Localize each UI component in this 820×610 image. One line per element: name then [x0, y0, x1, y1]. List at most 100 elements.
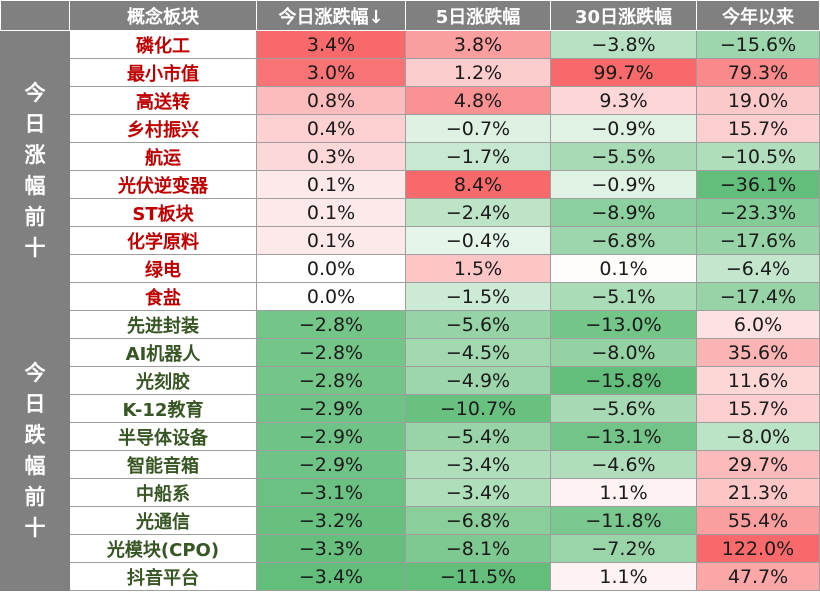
sector-name: 乡村振兴 [69, 114, 257, 143]
cell-30d-change: −3.8% [550, 30, 697, 59]
sector-name: 光模块(CPO) [69, 534, 257, 563]
header-30d-change: 30日涨跌幅 [550, 0, 697, 31]
table-row: 半导体设备 −2.9% −5.4% −13.1% −8.0% [1, 422, 820, 451]
cell-today-change: −3.3% [256, 534, 406, 563]
cell-today-change: 3.4% [256, 30, 406, 59]
cell-ytd-change: 11.6% [696, 366, 820, 395]
sector-performance-table: 概念板块 今日涨跌幅↓ 5日涨跌幅 30日涨跌幅 今年以来 今日涨幅前十磷化工 3… [0, 0, 820, 591]
cell-today-change: 0.1% [256, 226, 406, 255]
cell-5d-change: −0.7% [405, 114, 551, 143]
sector-name: 光刻胶 [69, 366, 257, 395]
sector-name: 化学原料 [69, 226, 257, 255]
table-row: ST板块 0.1% −2.4% −8.9% −23.3% [1, 198, 820, 227]
cell-today-change: −3.1% [256, 478, 406, 507]
cell-5d-change: −0.4% [405, 226, 551, 255]
table-row: 化学原料 0.1% −0.4% −6.8% −17.6% [1, 226, 820, 255]
cell-today-change: −2.8% [256, 310, 406, 339]
cell-5d-change: −5.6% [405, 310, 551, 339]
cell-today-change: 0.8% [256, 86, 406, 115]
sector-name: 绿电 [69, 254, 257, 283]
cell-ytd-change: 55.4% [696, 506, 820, 535]
header-row: 概念板块 今日涨跌幅↓ 5日涨跌幅 30日涨跌幅 今年以来 [0, 0, 820, 31]
sector-name: 高送转 [69, 86, 257, 115]
cell-ytd-change: −15.6% [696, 30, 820, 59]
cell-30d-change: −15.8% [550, 366, 697, 395]
cell-ytd-change: 15.7% [696, 394, 820, 423]
table-row: 高送转 0.8% 4.8% 9.3% 19.0% [1, 86, 820, 115]
cell-30d-change: 0.1% [550, 254, 697, 283]
cell-5d-change: 1.5% [405, 254, 551, 283]
cell-30d-change: −4.6% [550, 450, 697, 479]
table-row: 绿电 0.0% 1.5% 0.1% −6.4% [1, 254, 820, 283]
cell-5d-change: −6.8% [405, 506, 551, 535]
cell-5d-change: 4.8% [405, 86, 551, 115]
table-row: 今日跌幅前十先进封装 −2.8% −5.6% −13.0% 6.0% [0, 310, 820, 591]
cell-ytd-change: 122.0% [696, 534, 820, 563]
header-5d-change: 5日涨跌幅 [405, 0, 551, 31]
table-row: 光通信 −3.2% −6.8% −11.8% 55.4% [1, 506, 820, 535]
cell-ytd-change: 47.7% [696, 562, 820, 591]
cell-today-change: 3.0% [256, 58, 406, 87]
cell-ytd-change: 19.0% [696, 86, 820, 115]
cell-5d-change: −8.1% [405, 534, 551, 563]
cell-today-change: −2.8% [256, 366, 406, 395]
sector-name: 食盐 [69, 282, 257, 311]
cell-30d-change: −5.6% [550, 394, 697, 423]
header-ytd-change: 今年以来 [696, 0, 820, 31]
cell-30d-change: −8.0% [550, 338, 697, 367]
table-row: K-12教育 −2.9% −10.7% −5.6% 15.7% [1, 394, 820, 423]
cell-today-change: −3.2% [256, 506, 406, 535]
cell-today-change: 0.1% [256, 170, 406, 199]
header-sector: 概念板块 [69, 0, 257, 31]
cell-ytd-change: −17.6% [696, 226, 820, 255]
cell-ytd-change: −36.1% [696, 170, 820, 199]
sector-name: 最小市值 [69, 58, 257, 87]
cell-30d-change: −6.8% [550, 226, 697, 255]
table-row: 中船系 −3.1% −3.4% 1.1% 21.3% [1, 478, 820, 507]
table-row: 光刻胶 −2.8% −4.9% −15.8% 11.6% [1, 366, 820, 395]
cell-30d-change: −11.8% [550, 506, 697, 535]
table-row: 食盐 0.0% −1.5% −5.1% −17.4% [1, 282, 820, 311]
cell-today-change: 0.0% [256, 282, 406, 311]
cell-today-change: 0.0% [256, 254, 406, 283]
cell-5d-change: −1.5% [405, 282, 551, 311]
cell-5d-change: −11.5% [405, 562, 551, 591]
table-row: 乡村振兴 0.4% −0.7% −0.9% 15.7% [1, 114, 820, 143]
cell-today-change: 0.3% [256, 142, 406, 171]
cell-today-change: −3.4% [256, 562, 406, 591]
cell-today-change: 0.1% [256, 198, 406, 227]
group-label-top-gainers: 今日涨幅前十 [0, 30, 70, 311]
sector-name: 智能音箱 [69, 450, 257, 479]
cell-5d-change: −5.4% [405, 422, 551, 451]
cell-30d-change: 1.1% [550, 562, 697, 591]
table-row: 光伏逆变器 0.1% 8.4% −0.9% −36.1% [1, 170, 820, 199]
sector-name: 中船系 [69, 478, 257, 507]
cell-ytd-change: 35.6% [696, 338, 820, 367]
cell-ytd-change: −6.4% [696, 254, 820, 283]
cell-5d-change: −1.7% [405, 142, 551, 171]
cell-5d-change: 1.2% [405, 58, 551, 87]
cell-ytd-change: 15.7% [696, 114, 820, 143]
cell-ytd-change: 79.3% [696, 58, 820, 87]
cell-5d-change: −4.9% [405, 366, 551, 395]
cell-30d-change: 1.1% [550, 478, 697, 507]
cell-5d-change: 8.4% [405, 170, 551, 199]
cell-ytd-change: −8.0% [696, 422, 820, 451]
cell-ytd-change: 21.3% [696, 478, 820, 507]
cell-today-change: 0.4% [256, 114, 406, 143]
cell-30d-change: −0.9% [550, 170, 697, 199]
cell-30d-change: −5.1% [550, 282, 697, 311]
cell-ytd-change: −17.4% [696, 282, 820, 311]
group-label-top-losers: 今日跌幅前十 [0, 310, 70, 591]
table-row: 航运 0.3% −1.7% −5.5% −10.5% [1, 142, 820, 171]
sector-name: 航运 [69, 142, 257, 171]
sector-name: 光通信 [69, 506, 257, 535]
cell-today-change: −2.9% [256, 422, 406, 451]
table-body: 今日涨幅前十磷化工 3.4% 3.8% −3.8% −15.6% 最小市值 3.0% 1.2%… [0, 30, 820, 591]
cell-30d-change: −8.9% [550, 198, 697, 227]
table-row: AI机器人 −2.8% −4.5% −8.0% 35.6% [1, 338, 820, 367]
cell-30d-change: −7.2% [550, 534, 697, 563]
cell-5d-change: −10.7% [405, 394, 551, 423]
cell-ytd-change: −10.5% [696, 142, 820, 171]
cell-ytd-change: 6.0% [696, 310, 820, 339]
